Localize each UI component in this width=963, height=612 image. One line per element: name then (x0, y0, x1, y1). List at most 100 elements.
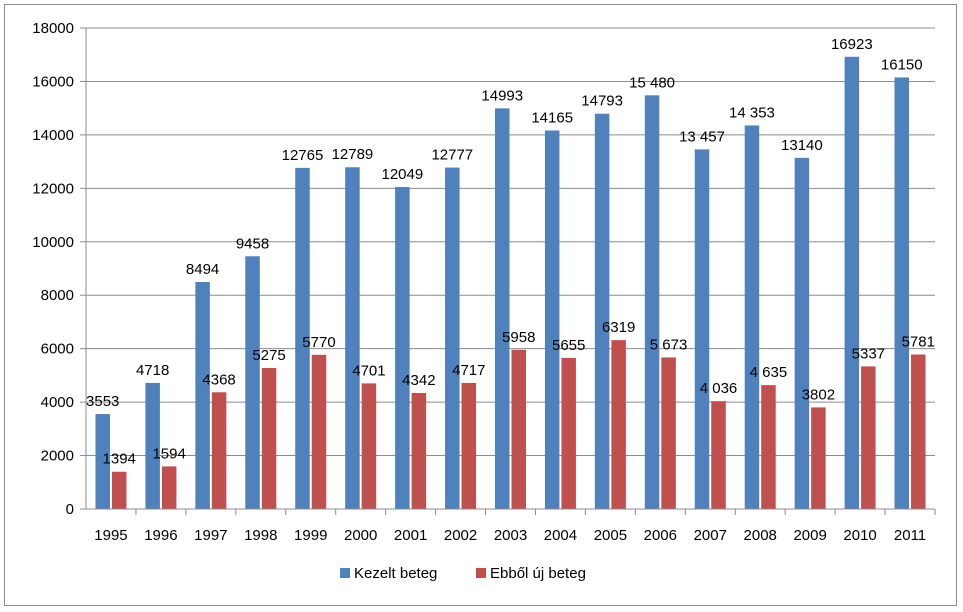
x-tick-label: 1997 (194, 527, 227, 544)
bar-uj-beteg (761, 385, 776, 509)
bar-uj-beteg (161, 466, 177, 509)
data-label-uj-beteg: 3802 (802, 386, 835, 403)
bar-kezelt-beteg (844, 56, 860, 509)
bar-uj-beteg (611, 340, 626, 509)
y-tick-label: 8000 (41, 287, 74, 304)
data-label-kezelt-beteg: 14793 (581, 93, 623, 110)
y-tick-label: 10000 (32, 234, 74, 251)
bar-uj-beteg (461, 382, 477, 509)
legend-swatch (340, 568, 350, 578)
x-tick-label: 2002 (444, 527, 477, 544)
data-label-kezelt-beteg: 9458 (236, 235, 269, 252)
x-tick-label: 1995 (94, 527, 127, 544)
data-label-kezelt-beteg: 14165 (531, 109, 573, 126)
x-tick-label: 2004 (544, 527, 577, 544)
data-label-uj-beteg: 5337 (852, 345, 885, 362)
y-tick-label: 14000 (32, 127, 74, 144)
y-tick-label: 18000 (32, 20, 74, 37)
x-tick-label: 1996 (144, 527, 177, 544)
data-label-kezelt-beteg: 15 480 (629, 74, 675, 91)
bar-kezelt-beteg (295, 167, 310, 509)
bar-kezelt-beteg (145, 382, 160, 509)
x-axis: 1995 1996 1997 1998 1999 2000 2001 2002 2003 2004… (86, 508, 936, 544)
y-tick-label: 2000 (41, 448, 74, 465)
data-label-kezelt-beteg: 3553 (86, 393, 119, 410)
bar-uj-beteg (561, 357, 576, 509)
legend-swatch (476, 568, 486, 578)
data-label-kezelt-beteg: 12049 (382, 166, 424, 183)
bar-kezelt-beteg (95, 414, 110, 509)
x-tick-label: 2009 (793, 527, 826, 544)
x-tick-label: 2010 (843, 527, 876, 544)
y-tick-label: 0 (66, 501, 74, 518)
data-label-kezelt-beteg: 14 353 (729, 104, 775, 121)
bar-kezelt-beteg (345, 167, 360, 509)
y-tick-label: 4000 (41, 394, 74, 411)
bar-uj-beteg (861, 366, 876, 509)
data-labels: 3553 1394 4718 1594 8494 4368 9458 5275 12765 577… (86, 36, 935, 468)
bars (95, 56, 926, 510)
y-axis: 0 2000 4000 6000 8000 10000 12000 14000 16000 180… (32, 20, 87, 518)
data-label-kezelt-beteg: 8494 (186, 261, 219, 278)
data-label-uj-beteg: 5770 (302, 334, 335, 351)
y-tick-label: 6000 (41, 341, 74, 358)
data-label-kezelt-beteg: 14993 (481, 87, 523, 104)
data-label-uj-beteg: 5781 (902, 334, 935, 351)
data-label-uj-beteg: 4368 (202, 371, 235, 388)
x-tick-label: 2006 (644, 527, 677, 544)
y-tick-label: 12000 (32, 180, 74, 197)
bar-kezelt-beteg (694, 149, 710, 510)
bar-uj-beteg (211, 392, 227, 509)
bar-kezelt-beteg (195, 282, 210, 509)
bar-kezelt-beteg (644, 95, 660, 509)
bar-uj-beteg (261, 368, 277, 509)
bar-uj-beteg (661, 357, 676, 509)
bar-kezelt-beteg (544, 130, 560, 509)
bar-uj-beteg (111, 471, 127, 509)
x-tick-label: 2001 (394, 527, 427, 544)
data-label-uj-beteg: 6319 (602, 319, 635, 336)
bar-uj-beteg (811, 407, 826, 509)
bar-uj-beteg (361, 383, 377, 509)
data-label-kezelt-beteg: 12777 (431, 147, 473, 164)
legend: Kezelt beteg Ebből új beteg (340, 565, 586, 582)
bar-kezelt-beteg (744, 125, 760, 510)
x-tick-label: 2007 (694, 527, 727, 544)
x-tick-label: 2008 (744, 527, 777, 544)
x-tick-label: 1998 (244, 527, 277, 544)
legend-label: Kezelt beteg (354, 565, 437, 582)
data-label-kezelt-beteg: 13 457 (679, 128, 725, 145)
data-label-uj-beteg: 4701 (352, 362, 385, 379)
bar-uj-beteg (411, 392, 427, 509)
bar-kezelt-beteg (445, 167, 460, 509)
data-label-uj-beteg: 5275 (252, 347, 285, 364)
data-label-uj-beteg: 1594 (152, 445, 185, 462)
data-label-uj-beteg: 1394 (103, 451, 136, 468)
bar-kezelt-beteg (495, 108, 510, 509)
data-label-uj-beteg: 4717 (452, 362, 485, 379)
bar-uj-beteg (511, 349, 526, 509)
x-tick-label: 2003 (494, 527, 527, 544)
bar-kezelt-beteg (594, 113, 610, 509)
data-label-kezelt-beteg: 12789 (332, 146, 374, 163)
data-label-kezelt-beteg: 12765 (282, 147, 324, 164)
bar-kezelt-beteg (245, 256, 260, 509)
bar-kezelt-beteg (395, 187, 410, 510)
x-tick-label: 2005 (594, 527, 627, 544)
data-label-uj-beteg: 5958 (502, 329, 535, 346)
y-tick-label: 16000 (32, 73, 74, 90)
x-tick-label: 2011 (894, 527, 926, 544)
gridlines (86, 27, 935, 457)
bar-kezelt-beteg (794, 157, 810, 509)
x-tick-label: 2000 (344, 527, 377, 544)
data-label-kezelt-beteg: 16923 (831, 36, 873, 53)
bar-uj-beteg (711, 401, 726, 509)
data-label-uj-beteg: 4342 (402, 372, 435, 389)
bar-kezelt-beteg (894, 77, 910, 510)
data-label-kezelt-beteg: 4718 (136, 362, 169, 379)
data-label-kezelt-beteg: 16150 (881, 56, 923, 73)
data-label-uj-beteg: 5 673 (650, 336, 688, 353)
x-tick-label: 1999 (294, 527, 327, 544)
data-label-uj-beteg: 4 635 (750, 364, 788, 381)
